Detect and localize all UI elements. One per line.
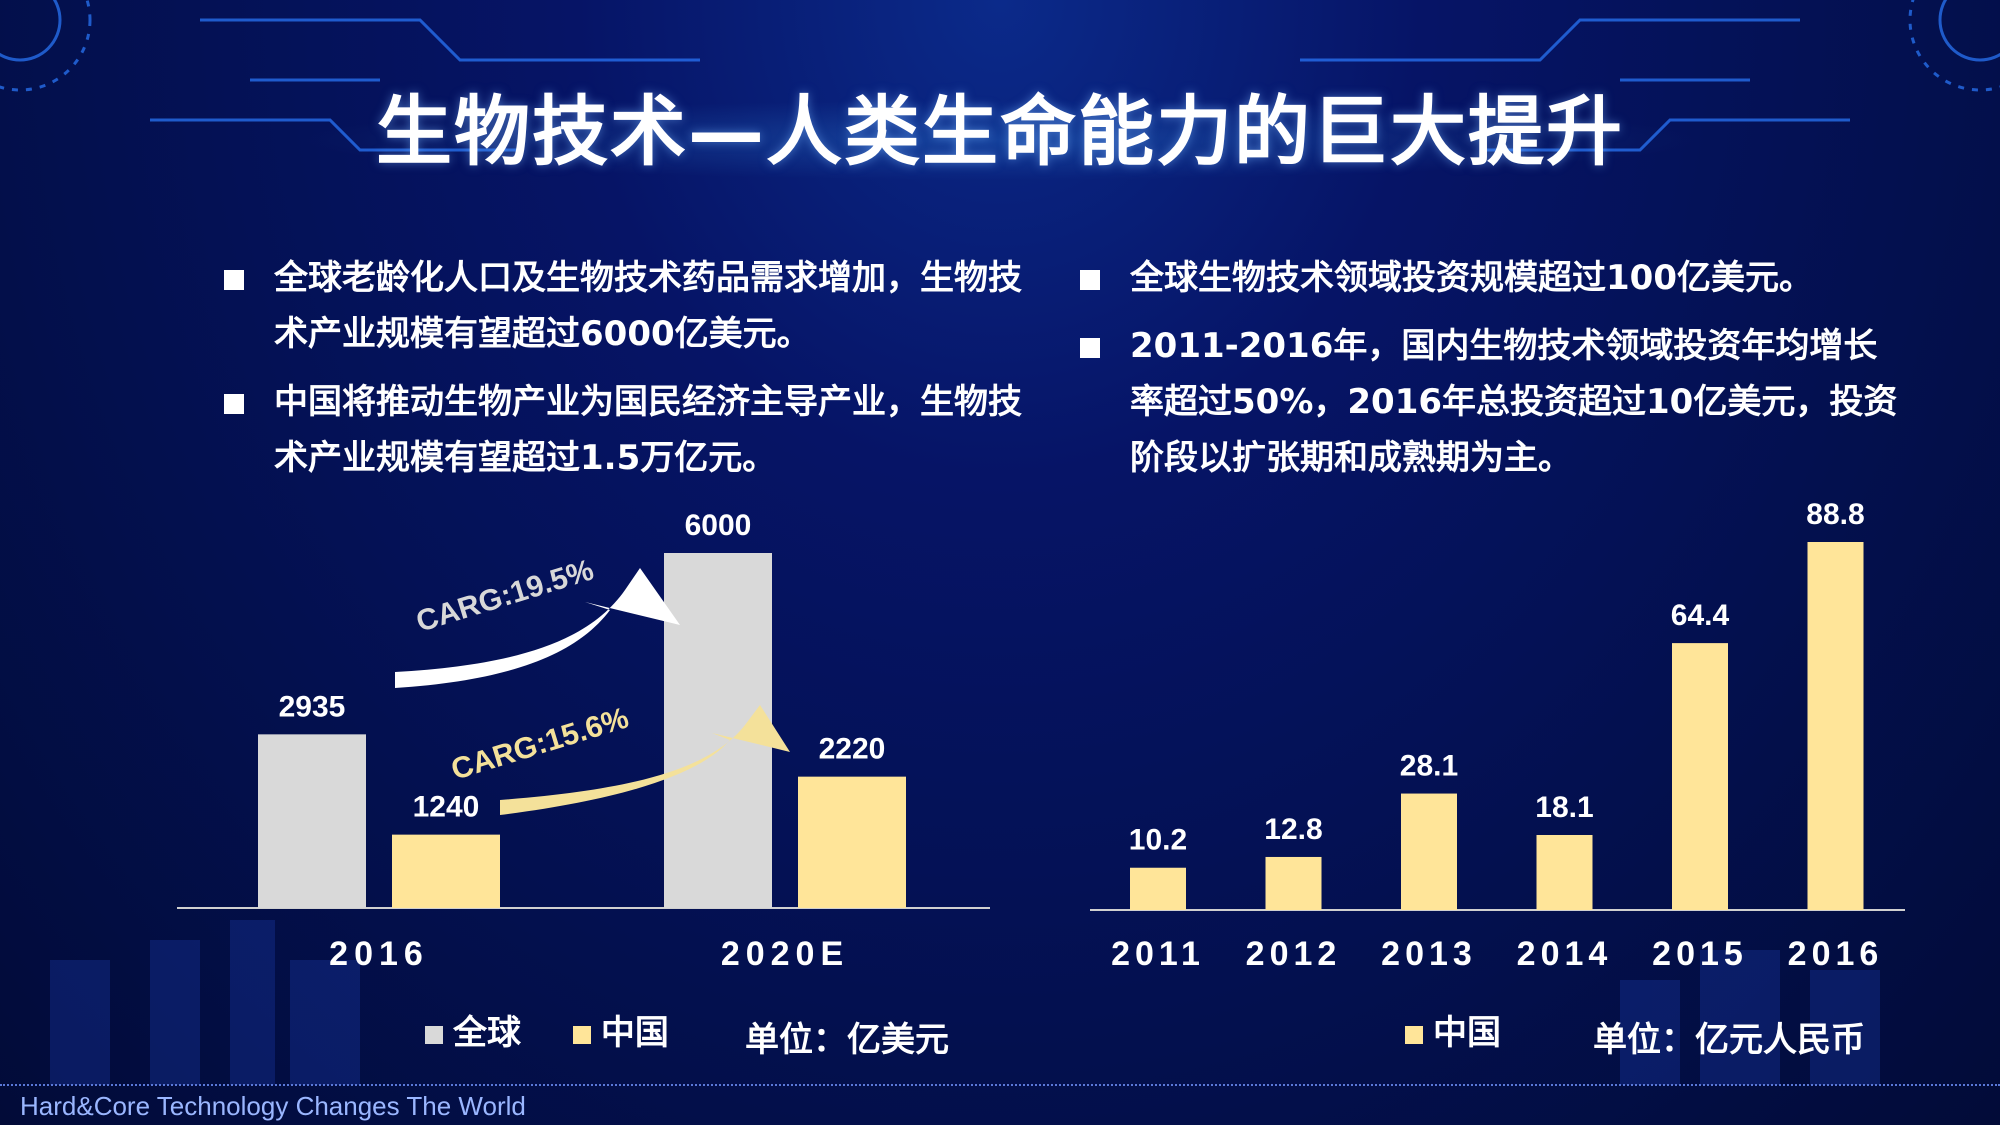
legend-swatch-china xyxy=(1405,1025,1423,1044)
right-bar-2016 xyxy=(1807,542,1864,910)
left-bar-2020E-中国 xyxy=(798,776,906,908)
right-bar-value-label: 10.2 xyxy=(1129,824,1187,857)
bullet-item: 中国将推动生物产业为国民经济主导产业，生物技术产业规模有望超过1.5万亿元。 xyxy=(224,374,1044,486)
right-bar-2013 xyxy=(1401,793,1457,910)
left-bullet-list: 全球老龄化人口及生物技术药品需求增加，生物技术产业规模有望超过6000亿美元。 … xyxy=(224,250,1044,498)
bullet-text: 全球老龄化人口及生物技术药品需求增加，生物技术产业规模有望超过6000亿美元。 xyxy=(274,258,1022,354)
china-cagr-label: CARG:15.6% xyxy=(447,702,632,787)
right-bar-value-label: 28.1 xyxy=(1400,750,1458,783)
left-bar-value-label: 1240 xyxy=(413,791,480,824)
left-bar-2016-全球 xyxy=(258,734,366,908)
bullet-square-icon xyxy=(1080,338,1100,358)
china-growth-arrow xyxy=(500,705,790,815)
legend-label-china: 中国 xyxy=(600,1013,669,1053)
right-x-tick-label: 2013 xyxy=(1381,935,1477,973)
page-title: 生物技术—人类生命能力的巨大提升 xyxy=(376,87,1624,176)
left-x-tick-label: 2020E xyxy=(721,935,849,973)
right-bar-2015 xyxy=(1672,643,1728,910)
right-x-tick-label: 2015 xyxy=(1652,935,1748,973)
right-x-tick-label: 2014 xyxy=(1517,935,1613,973)
left-bar-value-label: 2935 xyxy=(279,690,346,723)
footer-tagline: Hard&Core Technology Changes The World xyxy=(20,1091,526,1121)
left-bar-value-label: 6000 xyxy=(685,509,752,542)
city-skyline-decoration xyxy=(50,920,1880,1085)
right-bar-value-label: 64.4 xyxy=(1671,599,1730,632)
right-bar-2014 xyxy=(1536,834,1593,910)
bullet-text: 2011-2016年，国内生物技术领域投资年均增长率超过50%，2016年总投资… xyxy=(1130,326,1898,478)
left-unit-label: 单位：亿美元 xyxy=(745,1020,949,1060)
right-bar-value-label: 12.8 xyxy=(1264,813,1322,846)
right-bar-2011 xyxy=(1130,867,1186,910)
global-cagr-label: CARG:19.5% xyxy=(412,554,597,639)
bullet-text: 全球生物技术领域投资规模超过100亿美元。 xyxy=(1130,258,1813,298)
right-x-tick-label: 2012 xyxy=(1246,935,1342,973)
left-x-tick-label: 2016 xyxy=(329,935,429,973)
right-bar-value-label: 88.8 xyxy=(1806,498,1864,531)
right-unit-label: 单位：亿元人民币 xyxy=(1593,1020,1865,1060)
footer-divider xyxy=(0,1084,2000,1086)
right-bar-value-label: 18.1 xyxy=(1535,791,1593,824)
left-bar-2016-中国 xyxy=(392,834,500,908)
right-bullet-list: 全球生物技术领域投资规模超过100亿美元。 2011-2016年，国内生物技术领… xyxy=(1080,250,1900,498)
bullet-item: 全球老龄化人口及生物技术药品需求增加，生物技术产业规模有望超过6000亿美元。 xyxy=(224,250,1044,362)
right-x-tick-label: 2011 xyxy=(1111,935,1205,973)
right-x-tick-label: 2016 xyxy=(1788,935,1884,973)
left-bar-value-label: 2220 xyxy=(819,733,886,766)
bullet-square-icon xyxy=(1080,270,1100,290)
legend-label-global: 全球 xyxy=(453,1013,521,1053)
global-growth-arrow xyxy=(395,568,680,688)
legend-label-china: 中国 xyxy=(1433,1013,1501,1053)
bullet-text: 中国将推动生物产业为国民经济主导产业，生物技术产业规模有望超过1.5万亿元。 xyxy=(274,382,1022,478)
bullet-square-icon xyxy=(224,394,244,414)
bullet-item: 2011-2016年，国内生物技术领域投资年均增长率超过50%，2016年总投资… xyxy=(1080,318,1900,486)
right-legend: 中国 xyxy=(1405,1005,1501,1054)
legend-swatch-global xyxy=(425,1025,443,1044)
bullet-item: 全球生物技术领域投资规模超过100亿美元。 xyxy=(1080,250,1900,306)
right-bar-2012 xyxy=(1265,856,1322,910)
bullet-square-icon xyxy=(224,270,244,290)
left-legend: 全球 中国 xyxy=(425,1005,669,1054)
legend-swatch-china xyxy=(572,1025,591,1044)
